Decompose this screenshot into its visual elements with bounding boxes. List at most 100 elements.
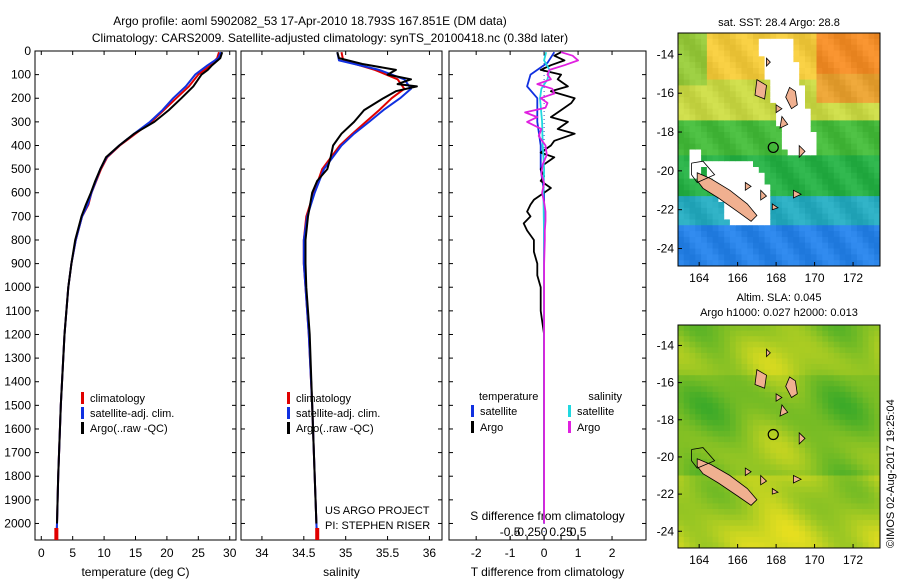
sla-map-cell — [868, 414, 875, 421]
sst-map-cell — [793, 126, 800, 133]
sla-map-cell — [712, 503, 719, 510]
sst-map-cell — [793, 242, 800, 250]
sst-map-cell — [787, 38, 795, 46]
sla-map-cell — [718, 509, 725, 516]
sst-map-cell — [695, 126, 702, 133]
sla-map-cell — [805, 336, 812, 343]
sst-map-cell — [810, 213, 818, 220]
sla-map-cell — [816, 336, 823, 343]
sla-map-cell — [683, 497, 691, 504]
sla-map-cell — [781, 397, 789, 404]
sst-map-cell — [805, 68, 812, 75]
sla-map-cell — [764, 436, 771, 443]
sst-map-cell — [862, 126, 870, 133]
sla-map-cell — [735, 447, 743, 454]
sst-map-cell — [805, 73, 812, 81]
sst-map-cell — [764, 219, 771, 226]
sst-map-cell — [845, 108, 852, 116]
sst-map-cell — [695, 38, 702, 46]
sla-map-cell — [724, 497, 731, 504]
difference-series-group — [522, 51, 579, 524]
sla-map-cell — [816, 341, 823, 348]
sst-map-cell — [735, 85, 743, 92]
sla-map-cell — [810, 492, 818, 499]
sst-map-cell — [724, 126, 731, 133]
sla-map-cell — [781, 425, 789, 432]
sla-map-cell — [689, 364, 696, 371]
sla-map-cell — [862, 514, 870, 521]
sst-map-cell — [816, 149, 823, 156]
sst-map-cell — [764, 231, 771, 238]
sst-map-cell — [724, 120, 731, 127]
sst-map-cell — [833, 161, 841, 168]
sla-map-cell — [695, 442, 702, 449]
sst-map-cell — [689, 143, 696, 151]
sst-map-cell — [851, 219, 858, 226]
sst-map-cell — [868, 33, 875, 40]
sst-map-cell — [718, 91, 725, 98]
sla-map-cell — [805, 458, 812, 465]
sst-map-cell — [810, 33, 818, 40]
sla-map-cell — [799, 358, 806, 365]
sst-map-cell — [724, 38, 731, 46]
sst-map-cell — [735, 236, 743, 244]
sst-map-cell — [816, 143, 823, 151]
sla-map-cell — [822, 542, 829, 548]
sst-map-cell — [862, 120, 870, 127]
sst-map-cell — [868, 114, 875, 121]
legend-swatch — [287, 392, 290, 404]
sst-map-cell — [862, 248, 870, 255]
sst-map-cell — [741, 149, 748, 156]
sla-map-cell — [764, 391, 771, 399]
sla-map-cell — [810, 458, 818, 465]
sst-map-cell — [805, 260, 812, 266]
sst-map-cell — [805, 184, 812, 191]
sla-map-cell — [753, 364, 760, 371]
sst-map-cell — [793, 73, 800, 81]
sst-map-cell — [793, 44, 800, 52]
sst-map-cell — [729, 132, 737, 139]
sst-map-cell — [683, 207, 691, 215]
sla-map-cell — [735, 391, 743, 399]
sst-map-cell — [799, 137, 806, 145]
sst-map-cell — [776, 79, 783, 86]
sst-map-cell — [741, 38, 748, 46]
sla-map-cell — [706, 386, 714, 393]
sla-map-cell — [770, 386, 777, 393]
sla-map-cell — [822, 436, 829, 443]
sla-map-cell — [787, 341, 795, 348]
sst-map-cell — [678, 236, 685, 244]
sst-map-cell — [793, 114, 800, 121]
sla-map-cell — [747, 414, 754, 421]
sla-map-cell — [706, 369, 714, 376]
sst-map-cell — [776, 50, 783, 57]
y-tick-label: 1100 — [5, 304, 31, 318]
sla-map-cell — [874, 325, 880, 332]
sla-map-cell — [822, 408, 829, 415]
sla-map-cell — [810, 497, 818, 504]
sla-map-cell — [805, 531, 812, 538]
sst-map-cell — [839, 213, 846, 220]
sla-map-cell — [799, 453, 806, 460]
sst-map-cell — [776, 254, 783, 261]
sla-map-cell — [822, 430, 829, 438]
sst-map-cell — [781, 231, 789, 238]
sst-map-cell — [828, 79, 835, 86]
sla-map-cell — [724, 419, 731, 426]
sla-map-cell — [833, 447, 841, 454]
sla-map-cell — [729, 375, 737, 382]
sst-map-cell — [776, 207, 783, 215]
sst-map-cell — [753, 137, 760, 145]
sst-map-cell — [695, 132, 702, 139]
sla-map-cell — [822, 341, 829, 348]
sla-map-cell — [793, 330, 800, 337]
sst-map-cell — [753, 196, 760, 203]
sst-map-cell — [753, 33, 760, 40]
sst-map-cell — [758, 120, 766, 127]
sst-map-cell — [753, 68, 760, 75]
map-y-tick-label: -16 — [657, 376, 675, 390]
sst-map-cell — [822, 231, 829, 238]
sst-map-cell — [828, 231, 835, 238]
sst-map-cell — [839, 79, 846, 86]
sla-map-cell — [758, 419, 766, 426]
